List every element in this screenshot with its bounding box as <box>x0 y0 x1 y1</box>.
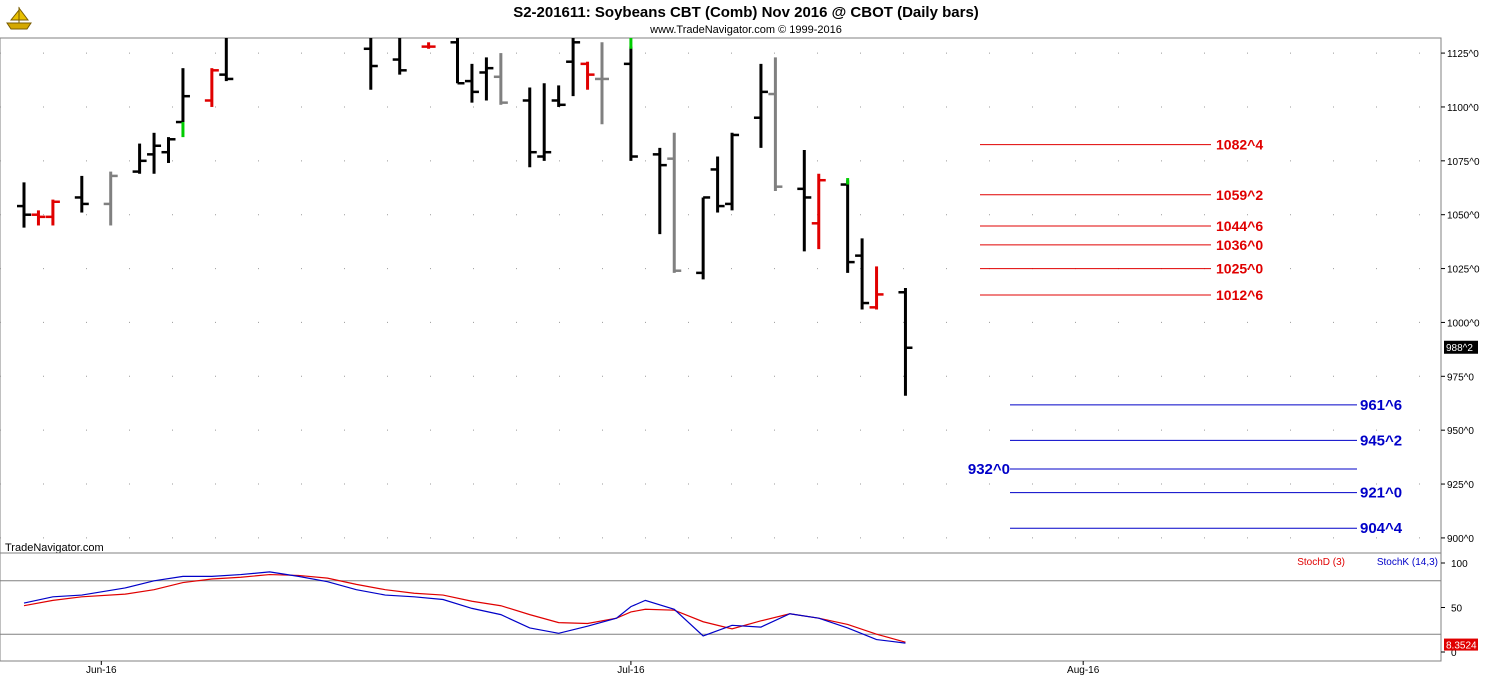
stoch-tick-label-0: 100 <box>1451 559 1468 570</box>
ohlc-bar-4 <box>103 171 118 226</box>
stoch-lines <box>23 571 906 644</box>
ohlc-bar-32 <box>753 63 768 148</box>
y-tick-label-8: 925^0 <box>1447 480 1474 491</box>
ohlc-bar-17 <box>479 57 494 101</box>
chart-subtitle: www.TradeNavigator.com © 1999-2016 <box>649 24 842 36</box>
legend-stochk: StochK (14,3) <box>1377 557 1438 568</box>
stoch-tick-label-1: 50 <box>1451 604 1463 615</box>
legend-stochd: StochD (3) <box>1297 557 1345 568</box>
ohlc-bar-20 <box>537 83 552 161</box>
ohlc-bar-34 <box>797 150 812 252</box>
ohlc-bar-6 <box>147 132 162 174</box>
level-label-5: 1012^6 <box>1216 287 1263 303</box>
level-label-2: 1044^6 <box>1216 218 1263 234</box>
stoch-last-label: 8.3524 <box>1446 641 1477 652</box>
level-label-10: 904^4 <box>1360 520 1403 537</box>
price-axis: 1125^0 1100^0 1075^0 1050^0 1025^0 1000^0 975^… <box>1441 49 1480 545</box>
ohlc-bar-24 <box>595 42 609 125</box>
ohlc-bar-5 <box>132 143 147 174</box>
y-tick-label-2: 1075^0 <box>1447 157 1480 168</box>
stoch-panel <box>0 552 1442 662</box>
ohlc-bar-13 <box>392 38 407 75</box>
ohlc-bar-11 <box>219 38 234 82</box>
ohlc-bar-23 <box>580 61 595 90</box>
ohlc-bar-33 <box>768 57 783 191</box>
ohlc-bar-19 <box>522 87 537 168</box>
y-tick-label-3: 1050^0 <box>1447 211 1480 222</box>
ohlc-bar-31 <box>725 132 740 211</box>
x-tick-label-0: Jun-16 <box>86 665 117 676</box>
y-tick-label-7: 950^0 <box>1447 426 1474 437</box>
level-label-6: 961^6 <box>1360 397 1402 414</box>
price-bars <box>17 38 913 396</box>
ohlc-bar-35 <box>811 173 826 250</box>
ohlc-bar-12 <box>363 38 378 90</box>
stoch-last-tag <box>1444 638 1478 651</box>
last-price-tag <box>1444 340 1478 354</box>
level-label-9: 921^0 <box>1360 485 1402 502</box>
ohlc-bar-36 <box>840 180 855 273</box>
ohlc-bar-39 <box>869 266 884 310</box>
y-tick-label-1: 1100^0 <box>1447 103 1479 114</box>
ohlc-bar-30 <box>710 156 725 213</box>
ohlc-bar-29 <box>696 196 711 280</box>
level-label-3: 1036^0 <box>1216 237 1263 253</box>
y-tick-label-9: 900^0 <box>1447 534 1474 545</box>
level-label-4: 1025^0 <box>1216 261 1263 277</box>
ohlc-bar-1 <box>31 210 46 226</box>
x-tick-label-2: Aug-16 <box>1067 665 1100 676</box>
level-label-8: 932^0 <box>968 461 1010 478</box>
y-tick-label-5: 1000^0 <box>1447 318 1480 329</box>
stoch-tick-label-2: 0 <box>1451 648 1457 659</box>
last-price-label: 988^2 <box>1446 343 1473 354</box>
level-label-7: 945^2 <box>1360 432 1402 449</box>
ohlc-bar-40 <box>898 287 913 396</box>
x-tick-label-1: Jul-16 <box>617 665 645 676</box>
ohlc-bar-0 <box>17 182 31 228</box>
x-axis: Jun-16 Jul-16 Aug-16 <box>86 661 1100 676</box>
ohlc-bar-22 <box>566 38 581 97</box>
ohlc-bar-2 <box>45 199 60 226</box>
level-label-1: 1059^2 <box>1216 187 1263 203</box>
ohlc-bar-3 <box>74 175 89 213</box>
y-tick-label-6: 975^0 <box>1447 372 1474 383</box>
ship-logo-icon <box>4 4 34 32</box>
chart-title: S2-201611: Soybeans CBT (Comb) Nov 2016 … <box>513 4 979 21</box>
stoch-reference-lines <box>0 580 1441 635</box>
ohlc-bar-28 <box>667 132 682 273</box>
ohlc-bar-16 <box>464 63 479 103</box>
ohlc-bar-25 <box>623 46 638 161</box>
ohlc-bar-38 <box>855 238 870 310</box>
ohlc-bar-27 <box>652 147 667 235</box>
price-levels: 1082^4 1059^2 1044^6 1036^0 1025^0 1012^6 961^… <box>968 137 1403 538</box>
ohlc-bar-10 <box>204 68 219 107</box>
watermark: TradeNavigator.com <box>5 542 104 554</box>
ohlc-bar-21 <box>551 85 566 107</box>
ohlc-bar-8 <box>175 68 190 124</box>
stoch-series-1 <box>23 571 906 644</box>
ohlc-bar-7 <box>161 137 176 163</box>
ohlc-bar-14 <box>421 42 436 49</box>
stoch-series-0 <box>23 573 906 643</box>
ohlc-bar-18 <box>493 53 508 105</box>
level-label-0: 1082^4 <box>1216 137 1263 153</box>
ohlc-bar-15 <box>450 38 465 85</box>
stoch-axis: 100 50 08.3524 <box>1441 559 1478 659</box>
y-tick-label-0: 1125^0 <box>1447 49 1479 60</box>
y-tick-label-4: 1025^0 <box>1447 265 1480 276</box>
